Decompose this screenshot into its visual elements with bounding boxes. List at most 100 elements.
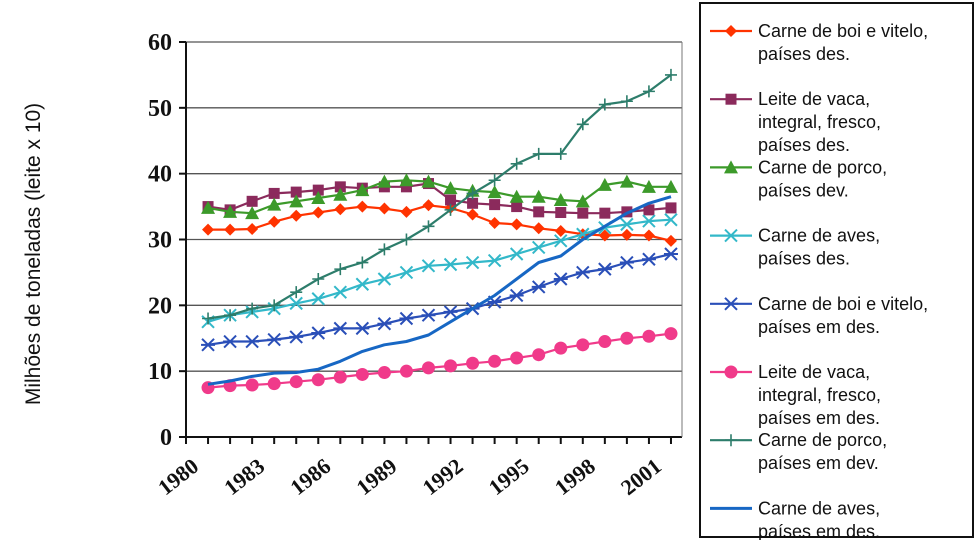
legend-label-line: países em dev. <box>758 453 879 473</box>
data-point <box>245 378 259 392</box>
legend-label-line: países des. <box>758 44 850 64</box>
data-point <box>355 183 370 197</box>
data-point <box>355 321 370 336</box>
data-point <box>289 194 304 208</box>
legend-label-line: países dev. <box>758 180 849 200</box>
series-line <box>207 252 672 346</box>
data-point <box>334 263 347 276</box>
data-point <box>311 191 326 205</box>
legend-label-line: Carne de aves, <box>758 226 880 246</box>
data-point <box>378 202 391 215</box>
legend-label-line: Carne de boi e vitelo, <box>758 294 928 314</box>
x-tick-label: 1995 <box>484 453 534 500</box>
data-point <box>268 215 281 228</box>
y-tick-label: 10 <box>148 359 172 385</box>
y-tick-label: 20 <box>148 293 172 319</box>
data-point <box>488 354 502 368</box>
data-point <box>202 312 215 325</box>
data-point <box>377 317 392 331</box>
data-point <box>312 206 325 219</box>
data-point <box>399 173 414 187</box>
data-point <box>643 204 655 216</box>
data-point <box>355 277 370 291</box>
data-point <box>445 194 457 206</box>
data-point <box>400 181 412 193</box>
series-7 <box>202 68 677 325</box>
data-point <box>312 273 325 285</box>
data-point <box>664 327 678 341</box>
data-point <box>334 181 346 193</box>
data-point <box>619 174 634 188</box>
data-point <box>509 247 524 261</box>
y-tick-label: 30 <box>148 228 172 254</box>
series-layer <box>201 68 678 395</box>
data-point <box>532 240 546 255</box>
data-point <box>443 257 458 272</box>
series-line <box>207 195 672 386</box>
legend-label-line: Carne de porco, <box>758 157 887 177</box>
data-point <box>664 68 677 81</box>
data-point <box>487 253 502 268</box>
data-point <box>598 335 612 349</box>
data-point <box>290 286 303 299</box>
data-point <box>532 348 546 362</box>
data-point <box>289 330 304 344</box>
data-point <box>487 185 502 199</box>
data-point <box>489 199 501 211</box>
data-point <box>724 297 738 311</box>
x-tick-label: 1980 <box>153 453 203 500</box>
y-tick-label: 0 <box>160 425 172 451</box>
legend-label-line: Leite de vaca, <box>758 362 870 382</box>
legend-label-line: países des. <box>758 249 850 269</box>
data-point <box>356 256 369 269</box>
x-axis-ticks: 1980 1983 1986 1989 1992 1995 1998 2001 <box>153 437 672 500</box>
y-tick-label: 40 <box>148 162 172 188</box>
legend-label-line: países em des. <box>758 408 880 428</box>
legend-entry: Leite de vaca, integral, fresco, países de… <box>710 89 881 155</box>
legend-label-line: países em des. <box>758 317 880 337</box>
x-tick-label: 1986 <box>285 453 335 500</box>
data-point <box>642 329 656 343</box>
y-axis-title: Milhões de toneladas (leite x 10) <box>22 103 45 405</box>
data-point <box>466 356 480 370</box>
legend-box <box>699 2 974 538</box>
data-point <box>399 311 414 326</box>
data-point <box>511 201 523 213</box>
data-point <box>399 265 414 280</box>
legend-entry: Carne de porco, países dev. <box>710 157 887 200</box>
data-point <box>642 85 655 98</box>
data-point <box>377 365 391 379</box>
data-point <box>202 223 215 236</box>
data-point <box>553 272 568 286</box>
data-point <box>641 179 656 193</box>
data-point <box>620 331 634 345</box>
data-point <box>333 187 348 201</box>
data-point <box>598 98 611 111</box>
data-point <box>599 207 611 219</box>
data-point <box>531 189 546 203</box>
data-point <box>725 93 737 105</box>
data-point <box>619 255 634 270</box>
data-point <box>665 202 677 214</box>
data-point <box>531 280 546 294</box>
y-tick-label: 50 <box>148 96 172 122</box>
x-tick-label: 1983 <box>219 453 269 500</box>
data-point <box>465 255 480 270</box>
data-point <box>575 265 590 280</box>
data-point <box>245 334 260 349</box>
data-point <box>554 147 567 160</box>
data-point <box>333 285 348 299</box>
legend-entry: Carne de porco, países em dev. <box>710 430 887 473</box>
data-point <box>641 252 656 266</box>
data-point <box>597 262 612 276</box>
data-point <box>201 200 216 214</box>
data-point <box>377 174 392 188</box>
data-point <box>510 351 524 365</box>
legend-entry: Carne de aves, países des. <box>710 226 880 269</box>
data-point <box>724 160 738 174</box>
data-point <box>466 208 479 221</box>
data-point <box>290 209 303 222</box>
data-point <box>421 259 436 273</box>
data-point <box>246 222 259 235</box>
legend-entry: Carne de boi e vitelo, países em des. <box>710 294 928 337</box>
